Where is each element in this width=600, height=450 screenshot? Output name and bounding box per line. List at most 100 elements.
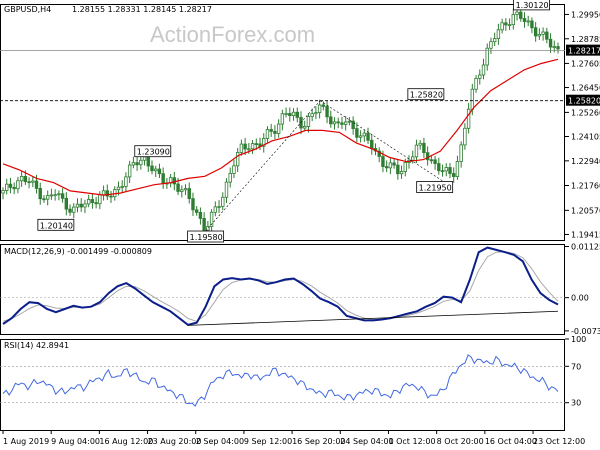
x-tick-label: 16 Sep 20:00 [292, 437, 345, 446]
candle-body [399, 171, 404, 175]
candle-body [314, 112, 318, 115]
candle-body [545, 31, 549, 40]
y-tick-label: 70 [571, 362, 581, 371]
candle-body [452, 173, 456, 177]
rsi-title: RSI(14) 42.8941 [4, 341, 69, 350]
candle-body [343, 121, 348, 125]
macd-trendline [187, 310, 559, 326]
candle [168, 174, 173, 188]
candle [150, 160, 154, 175]
y-tick-label: 0.00 [571, 294, 589, 303]
candle [388, 158, 393, 175]
trend-guide [319, 100, 444, 182]
candle-body [485, 47, 489, 66]
candle-body [351, 120, 355, 129]
candle-body [411, 156, 415, 161]
panel-border [0, 339, 565, 431]
candle [526, 15, 530, 27]
candle-body [23, 175, 28, 183]
candle-body [463, 127, 467, 146]
candle-body [358, 135, 363, 138]
candle-body [276, 123, 281, 134]
x-tick-label: 1 Oct 12:00 [388, 437, 435, 446]
symbol-label: GBPUSD,H4 [4, 5, 51, 14]
candle [396, 159, 400, 180]
candle-body [247, 148, 251, 151]
candle-body [239, 143, 244, 153]
candle [68, 204, 72, 216]
y-tick-label: 0.011251 [571, 242, 600, 251]
candle-body [429, 159, 434, 162]
candle-body [161, 173, 165, 184]
candle-body [60, 193, 65, 199]
candle-body [336, 121, 340, 124]
candle [64, 192, 69, 216]
candle [191, 192, 195, 216]
candle [83, 199, 87, 214]
candle-body [269, 129, 273, 132]
candle-body [183, 188, 188, 191]
candle [213, 201, 218, 217]
candle-body [64, 197, 69, 210]
candle-body [217, 205, 221, 208]
candle-body [433, 159, 437, 164]
candle [8, 177, 13, 194]
candle [448, 162, 452, 179]
candle-body [366, 132, 370, 141]
candle [362, 129, 367, 142]
candle [556, 42, 560, 54]
y-tick-label: 1.19415 [571, 230, 600, 239]
candle [221, 192, 225, 211]
candle-body [101, 190, 106, 196]
candle [1, 187, 5, 200]
candle-body [504, 22, 508, 26]
candle-body [515, 11, 519, 15]
candle [139, 156, 143, 170]
swing-label-box [416, 181, 454, 193]
watermark: ActionForex.com [150, 22, 315, 47]
candle [310, 108, 314, 122]
price-label-box [566, 94, 600, 106]
candle-body [150, 165, 154, 172]
swing-label-text: 1.23090 [137, 148, 170, 157]
candle [131, 156, 136, 169]
candle-body [228, 173, 232, 183]
candle-body [180, 189, 184, 192]
candle-body [72, 206, 76, 213]
candle [273, 125, 277, 140]
candle-body [492, 38, 497, 43]
candle-body [109, 195, 113, 198]
candle [377, 147, 381, 163]
swing-label-box [37, 218, 75, 231]
candle-body [250, 143, 255, 150]
macd-panel: MACD(12,26,9) -0.001499 -0.000809 0.0112… [0, 242, 600, 336]
candle-body [422, 142, 426, 154]
candle-body [57, 193, 61, 196]
candle [537, 28, 542, 40]
x-tick-label: 8 Oct 20:00 [437, 437, 484, 446]
candle [157, 163, 162, 178]
candle [541, 27, 545, 41]
candle [38, 182, 42, 205]
candle [291, 108, 296, 121]
x-tick-label: 9 Sep 12:00 [244, 437, 292, 446]
candle [321, 101, 326, 111]
candle [161, 167, 165, 189]
candle-body [418, 142, 422, 146]
candle-body [213, 206, 218, 213]
candle-body [321, 104, 326, 107]
candle [452, 167, 456, 183]
candle [295, 107, 299, 123]
macd-title: MACD(12,26,9) -0.001499 -0.000809 [4, 247, 152, 256]
candle-body [519, 11, 523, 19]
candle [370, 134, 374, 155]
candle-body [325, 105, 329, 118]
x-tick-label: 23 Oct 12:00 [533, 437, 585, 446]
candle-body [377, 150, 381, 157]
candle [75, 198, 80, 213]
candle [265, 126, 270, 143]
candle [522, 12, 527, 28]
candle-body [295, 111, 299, 118]
candle [239, 139, 244, 156]
